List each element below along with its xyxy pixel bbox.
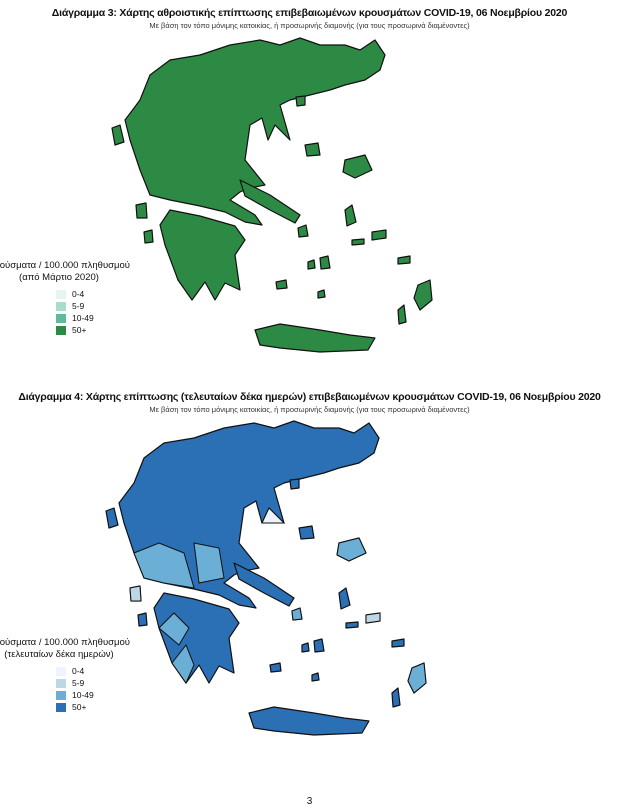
legend-item: 50+ (56, 701, 130, 713)
greece-regions (111, 37, 433, 353)
legend-item: 10-49 (56, 689, 130, 701)
legend-item: 50+ (56, 324, 130, 336)
map-cumulative-incidence (111, 37, 433, 353)
figure-4-subtitle: Με βάση τον τόπο μόνιμης κατοικίας, ή πρ… (149, 405, 470, 414)
region (133, 542, 195, 589)
legend-title: Κρούσματα / 100.000 πληθυσμού (0, 637, 130, 648)
legend-subtitle: (τελευταίων δέκα ημερών) (4, 649, 114, 660)
region (407, 662, 427, 694)
region (291, 607, 303, 621)
legend-item: 10-49 (56, 312, 130, 324)
legend-subtitle: (από Μάρτιο 2020) (19, 272, 99, 283)
legend-title: Κρούσματα / 100.000 πληθυσμού (0, 260, 130, 271)
region (193, 542, 225, 584)
figure-4-legend: Κρούσματα / 100.000 πληθυσμού (τελευταίω… (0, 637, 130, 713)
region (365, 612, 381, 624)
legend-item: 0-4 (56, 665, 130, 677)
region (336, 537, 367, 562)
figure-3-subtitle: Με βάση τον τόπο μόνιμης κατοικίας, ή πρ… (149, 21, 470, 30)
region (129, 585, 142, 602)
region (261, 507, 286, 524)
legend-item: 0-4 (56, 288, 130, 300)
map-ten-day-incidence (105, 420, 427, 736)
figure-3-title: Διάγραμμα 3: Χάρτης αθροιστικής επίπτωση… (51, 7, 568, 19)
region (171, 644, 195, 685)
figure-4-title: Διάγραμμα 4: Χάρτης επίπτωσης (τελευταίω… (18, 391, 601, 403)
legend-item: 5-9 (56, 300, 130, 312)
region (158, 612, 190, 646)
legend-item: 5-9 (56, 677, 130, 689)
figure-3-legend: Κρούσματα / 100.000 πληθυσμού (από Μάρτι… (0, 260, 130, 336)
page-number: 3 (306, 796, 313, 807)
